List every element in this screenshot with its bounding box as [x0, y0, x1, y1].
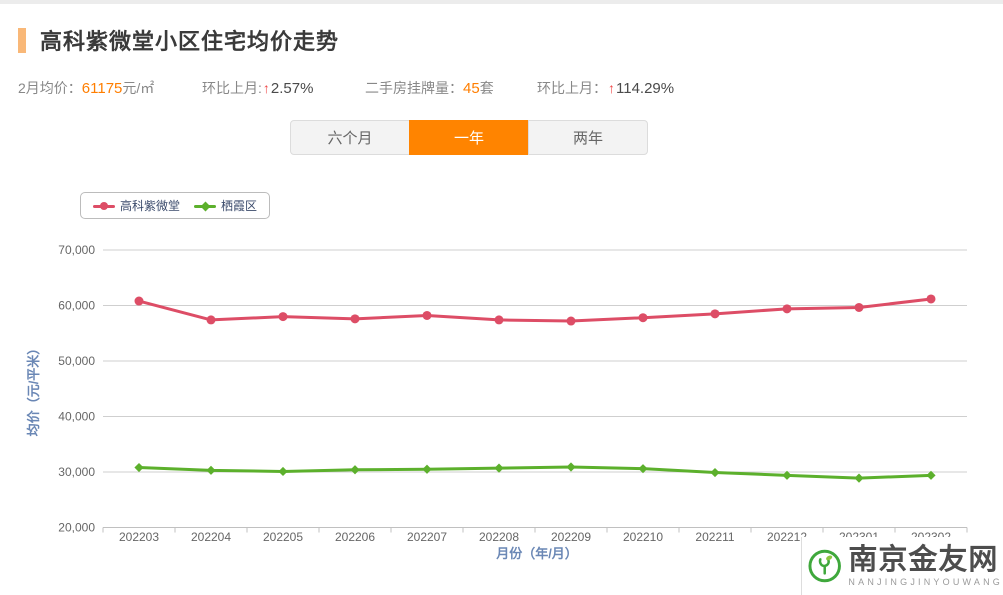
stat-listings: 二手房挂牌量：45套: [365, 78, 494, 98]
x-tick-label: 202203: [119, 530, 159, 544]
tab-two-years[interactable]: 两年: [528, 120, 648, 155]
site-logo-icon: [808, 549, 841, 583]
legend-label: 栖霞区: [221, 199, 258, 213]
x-tick-label: 202212: [767, 530, 807, 544]
legend-label: 高科紫微堂: [120, 199, 181, 213]
stats-row: 2月均价：61175元/㎡ 环比上月:↑2.57% 二手房挂牌量：45套 环比上…: [0, 78, 1003, 98]
data-point[interactable]: [350, 465, 360, 475]
legend-item-community[interactable]: 高科紫微堂: [93, 197, 180, 214]
y-tick-label: 40,000: [58, 410, 95, 424]
page-header: 高科紫微堂小区住宅均价走势: [18, 24, 339, 56]
data-point[interactable]: [638, 313, 648, 323]
x-tick-label: 202207: [407, 530, 447, 544]
x-tick-label: 202204: [191, 530, 231, 544]
stat-value: 45: [463, 80, 480, 97]
stat-label: 环比上月:: [202, 80, 262, 96]
stat-month-avg-price: 2月均价：61175元/㎡: [18, 78, 154, 98]
data-point[interactable]: [782, 470, 792, 480]
y-tick-label: 70,000: [58, 243, 95, 257]
site-watermark: 南京金友网 NANJINGJINYOUWANG: [801, 537, 1003, 595]
stat-label: 环比上月：: [537, 80, 607, 96]
data-point[interactable]: [566, 462, 576, 472]
x-tick-label: 202210: [623, 530, 663, 544]
chart-legend: 高科紫微堂 栖霞区: [80, 192, 271, 219]
data-point[interactable]: [926, 294, 936, 304]
stat-label: 二手房挂牌量：: [365, 80, 463, 96]
data-point[interactable]: [422, 310, 432, 320]
data-point[interactable]: [422, 464, 432, 474]
data-point[interactable]: [278, 466, 288, 477]
y-tick-label: 50,000: [58, 354, 95, 368]
stat-unit: 元/㎡: [122, 80, 155, 96]
data-point[interactable]: [926, 470, 936, 480]
green-line-diamond-icon: [194, 201, 217, 211]
data-point[interactable]: [854, 302, 864, 312]
x-tick-label: 202208: [479, 530, 519, 544]
data-point[interactable]: [206, 315, 216, 325]
data-point[interactable]: [710, 309, 720, 319]
stat-unit: 套: [479, 80, 494, 96]
x-tick-label: 202209: [551, 530, 591, 544]
site-name: 南京金友网: [848, 544, 999, 576]
period-tabs: 六个月 一年 两年: [290, 120, 648, 155]
data-point[interactable]: [278, 312, 288, 322]
x-axis-title: 月份（年/月）: [495, 546, 578, 561]
y-tick-label: 60,000: [58, 299, 95, 313]
legend-item-district[interactable]: 栖霞区: [194, 197, 257, 214]
x-tick-label: 202206: [335, 530, 375, 544]
site-name-pinyin: NANJINGJINYOUWANG: [848, 577, 1003, 587]
data-point[interactable]: [710, 467, 720, 478]
data-point[interactable]: [134, 296, 144, 306]
data-point[interactable]: [854, 473, 864, 483]
data-point[interactable]: [782, 304, 792, 314]
data-point[interactable]: [134, 462, 144, 473]
x-tick-label: 202211: [695, 530, 734, 544]
up-arrow-icon: ↑: [608, 80, 615, 96]
stat-value: 61175: [81, 80, 123, 97]
title-accent-bar: [18, 27, 26, 53]
page-title: 高科紫微堂小区住宅均价走势: [40, 29, 340, 54]
y-tick-label: 20,000: [58, 521, 95, 535]
stat-label: 2月均价：: [18, 80, 82, 96]
data-point[interactable]: [206, 465, 216, 475]
x-tick-label: 202205: [263, 530, 303, 544]
stat-mom-change: 环比上月:↑2.57%: [202, 78, 313, 98]
stat-listings-mom-change: 环比上月：↑114.29%: [537, 78, 674, 98]
stat-value: 2.57%: [270, 80, 314, 97]
series-line-高科紫微堂: [137, 297, 933, 323]
y-tick-label: 30,000: [58, 465, 95, 479]
data-point[interactable]: [494, 463, 504, 473]
data-point[interactable]: [494, 315, 504, 325]
data-point[interactable]: [638, 464, 648, 474]
stat-value: 114.29%: [616, 80, 675, 97]
data-point[interactable]: [350, 314, 360, 324]
data-point[interactable]: [566, 316, 576, 326]
pink-line-dot-icon: [93, 201, 115, 211]
y-axis-title: 均价（元/平米）: [26, 342, 41, 437]
top-divider: [0, 0, 1003, 4]
series-line-栖霞区: [137, 465, 933, 480]
up-arrow-icon: ↑: [262, 80, 270, 96]
